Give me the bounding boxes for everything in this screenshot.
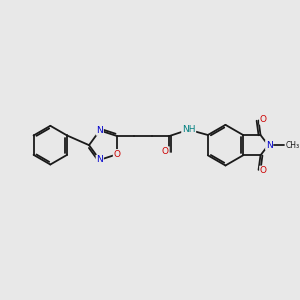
Text: O: O xyxy=(260,166,267,175)
Text: CH₃: CH₃ xyxy=(286,141,300,150)
Text: O: O xyxy=(114,150,121,159)
Text: NH: NH xyxy=(182,125,195,134)
Text: N: N xyxy=(96,155,103,164)
Text: O: O xyxy=(260,115,267,124)
Text: O: O xyxy=(162,147,169,156)
Text: N: N xyxy=(266,141,273,150)
Text: N: N xyxy=(96,126,103,135)
